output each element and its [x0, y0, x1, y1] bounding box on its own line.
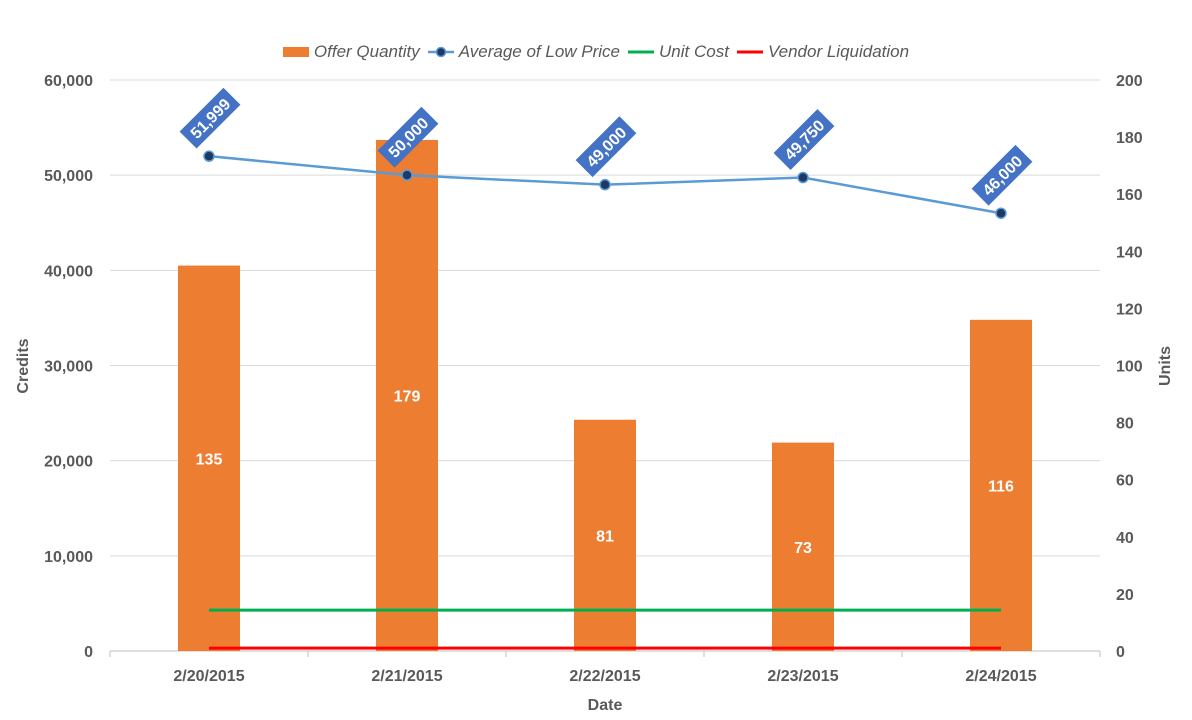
average-low-price-data-label: 49,750 [773, 109, 835, 170]
y-right-tick-label: 140 [1116, 244, 1143, 261]
y-right-tick-label: 80 [1116, 416, 1134, 433]
legend-item-average-low-price: Average of Low Price [427, 42, 621, 62]
chart-legend: Offer Quantity Average of Low Price Unit… [0, 42, 1192, 62]
y-left-tick-label: 60,000 [44, 73, 93, 90]
y-right-tick-label: 180 [1116, 130, 1143, 147]
y-right-tick-label: 160 [1116, 187, 1143, 204]
legend-swatch-average-low-price-icon [427, 46, 454, 58]
x-tick-label: 2/20/2015 [173, 668, 244, 685]
legend-swatch-offer-quantity-icon [282, 47, 309, 57]
x-tick-label: 2/23/2015 [767, 668, 838, 685]
average-low-price-marker [203, 150, 215, 162]
offer-quantity-bar [376, 139, 438, 651]
x-tick-label: 2/24/2015 [965, 668, 1036, 685]
average-low-price-marker [995, 207, 1007, 219]
legend-swatch-vendor-liquidation-icon [736, 50, 763, 54]
legend-label-offer-quantity: Offer Quantity [313, 42, 420, 61]
legend-item-offer-quantity: Offer Quantity [282, 42, 420, 62]
y-right-axis-title: Units [1157, 346, 1174, 386]
legend-item-unit-cost: Unit Cost [628, 42, 729, 62]
offer-quantity-data-label: 135 [196, 451, 223, 468]
offer-quantity-bar [178, 265, 240, 651]
y-left-tick-label: 10,000 [44, 549, 93, 566]
y-left-tick-label: 30,000 [44, 359, 93, 376]
y-right-tick-label: 20 [1116, 587, 1134, 604]
y-right-tick-label: 40 [1116, 530, 1134, 547]
y-left-axis-title: Credits [15, 338, 32, 393]
legend-swatch-unit-cost-icon [628, 50, 655, 54]
legend-label-average-low-price: Average of Low Price [458, 42, 621, 61]
average-low-price-marker [797, 171, 809, 184]
average-low-price-label-box [179, 87, 241, 149]
y-left-tick-label: 40,000 [44, 263, 93, 280]
y-right-tick-label: 0 [1116, 644, 1125, 661]
offer-quantity-data-label: 73 [794, 540, 812, 557]
average-low-price-label-box [377, 106, 439, 168]
offer-quantity-bar [772, 442, 834, 651]
average-low-price-marker [599, 178, 611, 191]
offer-quantity-bar [970, 319, 1032, 651]
offer-quantity-bar [574, 419, 636, 651]
x-axis-title: Date [588, 697, 623, 714]
y-left-tick-label: 20,000 [44, 454, 93, 471]
legend-label-vendor-liquidation: Vendor Liquidation [767, 42, 910, 61]
legend-label-unit-cost: Unit Cost [659, 42, 729, 61]
average-low-price-data-label: 51,999 [179, 87, 241, 149]
offer-quantity-data-label: 116 [988, 478, 1014, 495]
offer-quantity-data-label: 81 [596, 528, 614, 545]
y-left-tick-label: 50,000 [44, 168, 93, 185]
y-right-tick-label: 120 [1116, 301, 1143, 318]
average-low-price-label-box [575, 116, 637, 178]
average-low-price-data-label: 49,000 [575, 116, 637, 178]
average-low-price-marker [401, 169, 413, 181]
y-right-tick-label: 60 [1116, 473, 1134, 490]
y-right-tick-label: 100 [1116, 359, 1143, 376]
y-right-tick-label: 200 [1116, 73, 1143, 90]
legend-item-vendor-liquidation: Vendor Liquidation [736, 42, 910, 62]
offer-quantity-data-label: 179 [394, 388, 421, 405]
x-tick-label: 2/21/2015 [371, 668, 442, 685]
y-left-tick-label: 0 [84, 644, 93, 661]
x-tick-label: 2/22/2015 [569, 668, 640, 685]
average-low-price-label-box [971, 144, 1033, 206]
average-low-price-label-box [773, 109, 835, 170]
